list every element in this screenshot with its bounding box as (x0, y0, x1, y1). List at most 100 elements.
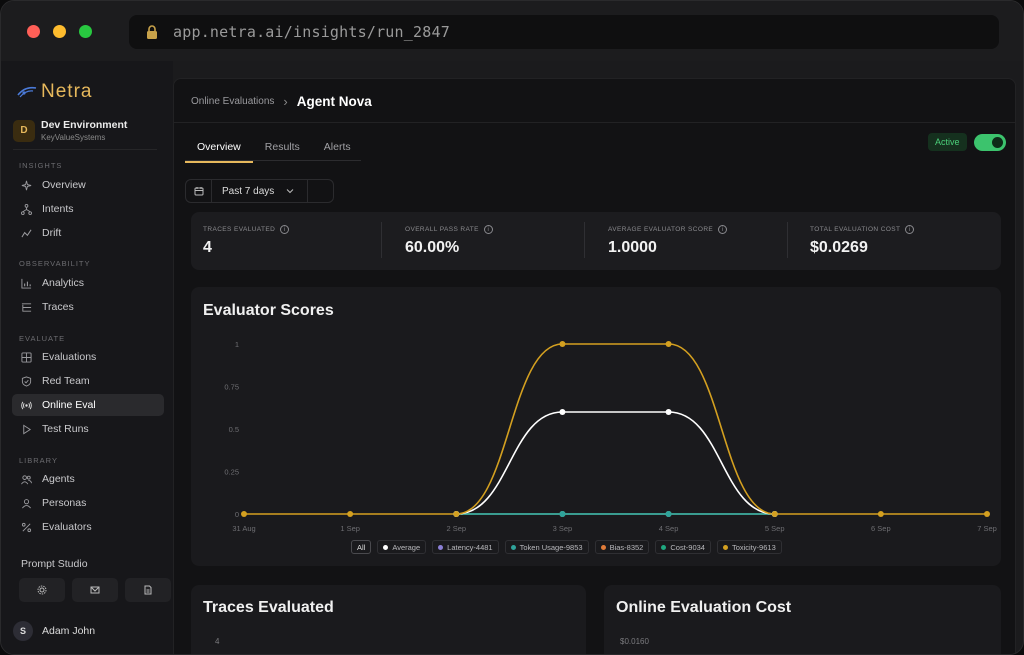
gear-icon (37, 585, 47, 595)
y-tick-label: 0.75 (224, 383, 239, 392)
user-menu[interactable]: S Adam John (13, 621, 95, 641)
toggle-knob (992, 137, 1003, 148)
chart-icon (21, 278, 32, 289)
x-tick-label: 3 Sep (553, 524, 573, 533)
url-text: app.netra.ai/insights/run_2847 (173, 23, 450, 41)
tab-alerts[interactable]: Alerts (323, 141, 351, 153)
info-icon[interactable]: i (718, 225, 728, 234)
divider (787, 222, 788, 258)
breadcrumb: Online Evaluations › Agent Nova (191, 94, 372, 109)
data-point-toxicity-9613 (877, 511, 884, 517)
divider (13, 149, 157, 150)
x-tick-label: 2 Sep (446, 524, 466, 533)
date-range-clear-button[interactable] (307, 180, 333, 202)
y-tick-label: 0.25 (224, 468, 239, 477)
brand-logo[interactable]: Netra (17, 81, 92, 103)
sidebar-item-traces[interactable]: Traces (12, 296, 164, 318)
section-label-library: LIBRARY (19, 456, 58, 465)
lock-icon (147, 25, 157, 39)
address-bar[interactable]: app.netra.ai/insights/run_2847 (129, 15, 999, 49)
data-point-token-usage-9853 (559, 511, 566, 517)
divider (584, 222, 585, 258)
x-tick-label: 4 Sep (659, 524, 679, 533)
sidebar-item-test-runs[interactable]: Test Runs (12, 418, 164, 440)
legend-item-token-usage-9853[interactable]: Token Usage-9853 (504, 540, 589, 554)
stat-label: TOTAL EVALUATION COST i (810, 225, 915, 234)
sidebar-item-intents[interactable]: Intents (12, 198, 164, 220)
main-panel: Online Evaluations › Agent Nova Overview… (173, 78, 1016, 654)
stat-label: AVERAGE EVALUATOR SCORE i (608, 225, 728, 234)
legend-label: Latency-4481 (447, 542, 493, 552)
sidebar-item-prompt-studio[interactable]: Prompt Studio (12, 553, 164, 575)
sidebar-item-label: Traces (42, 301, 74, 313)
legend-item-cost-9034[interactable]: Cost-9034 (655, 540, 711, 554)
tab-results[interactable]: Results (264, 141, 300, 153)
sidebar-item-analytics[interactable]: Analytics (12, 272, 164, 294)
tab-overview[interactable]: Overview (185, 139, 253, 163)
section-label-insights: INSIGHTS (19, 161, 63, 170)
legend-swatch (661, 544, 667, 550)
y-tick-label: 4 (215, 637, 220, 646)
stat-label: TRACES EVALUATED i (203, 225, 290, 234)
inbox-button[interactable] (72, 578, 118, 602)
user-name: Adam John (42, 625, 96, 637)
stat-value: 1.0000 (608, 239, 657, 256)
section-label-observability: OBSERVABILITY (19, 259, 91, 268)
window-titlebar: app.netra.ai/insights/run_2847 (1, 1, 1023, 61)
legend-label: Token Usage-9853 (519, 542, 583, 552)
environment-avatar: D (13, 119, 35, 142)
sidebar-item-label: Analytics (42, 277, 85, 289)
users-icon (21, 474, 32, 485)
legend-swatch (438, 544, 444, 550)
info-icon[interactable]: i (905, 225, 915, 234)
sidebar-item-label: Evaluators (42, 521, 92, 533)
environment-switcher[interactable]: D Dev Environment KeyValueSystems (13, 119, 157, 142)
breadcrumb-parent-link[interactable]: Online Evaluations (191, 96, 275, 107)
sidebar-item-overview[interactable]: Overview (12, 174, 164, 196)
divider (174, 122, 1015, 123)
stat-label-text: TRACES EVALUATED (203, 226, 276, 233)
legend-item-average[interactable]: Average (377, 540, 427, 554)
sidebar-item-label: Test Runs (42, 423, 89, 435)
sidebar-item-online-eval[interactable]: Online Eval (12, 394, 164, 416)
date-range-select[interactable]: Past 7 days (185, 179, 334, 203)
legend-all-button[interactable]: All (351, 540, 372, 554)
legend-swatch (383, 544, 389, 550)
stat-label-text: AVERAGE EVALUATOR SCORE (608, 226, 714, 233)
sidebar-item-agents[interactable]: Agents (12, 468, 164, 490)
minimize-window-button[interactable] (53, 25, 66, 38)
active-toggle[interactable] (974, 134, 1006, 151)
trend-icon (21, 228, 32, 239)
legend-item-toxicity-9613[interactable]: Toxicity-9613 (716, 540, 782, 554)
docs-button[interactable] (125, 578, 171, 602)
sidebar-item-label: Prompt Studio (21, 558, 88, 570)
x-tick-label: 31 Aug (232, 524, 255, 533)
legend-item-bias-8352[interactable]: Bias-8352 (594, 540, 650, 554)
data-point-toxicity-9613 (984, 511, 990, 517)
sidebar-item-drift[interactable]: Drift (12, 222, 164, 244)
data-point-average (559, 409, 566, 415)
netra-eye-icon (17, 86, 37, 98)
sidebar-item-label: Agents (42, 473, 75, 485)
sidebar-item-label: Intents (42, 203, 74, 215)
settings-button[interactable] (19, 578, 65, 602)
sidebar-item-evaluators[interactable]: Evaluators (12, 516, 164, 538)
sidebar-item-personas[interactable]: Personas (12, 492, 164, 514)
data-point-toxicity-9613 (453, 511, 460, 517)
legend-swatch (510, 544, 516, 550)
close-window-button[interactable] (27, 25, 40, 38)
list-tree-icon (21, 302, 32, 313)
chevron-right-icon: › (283, 94, 288, 109)
status-badge: Active (928, 133, 967, 151)
traces-evaluated-card: Traces Evaluated 4 (191, 585, 586, 654)
info-icon[interactable]: i (483, 225, 493, 234)
legend-label: Cost-9034 (670, 542, 705, 552)
sidebar-item-label: Personas (42, 497, 87, 509)
sidebar-item-red-team[interactable]: Red Team (12, 370, 164, 392)
legend-item-latency-4481[interactable]: Latency-4481 (432, 540, 499, 554)
maximize-window-button[interactable] (79, 25, 92, 38)
sidebar-item-evaluations[interactable]: Evaluations (12, 346, 164, 368)
environment-title: Dev Environment (41, 119, 128, 131)
stat-value: 60.00% (405, 239, 460, 256)
info-icon[interactable]: i (280, 225, 290, 234)
